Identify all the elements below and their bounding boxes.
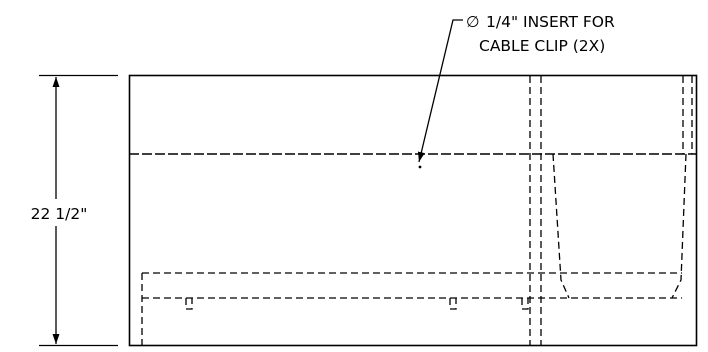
callout-leader bbox=[417, 19, 463, 163]
callout-text-line1: 1/4" INSERT FOR bbox=[486, 13, 615, 31]
height-dimension-label: 22 1/2" bbox=[31, 205, 88, 223]
cabinet-outline bbox=[128, 74, 698, 347]
hidden-lines bbox=[129, 76, 696, 345]
callout-text-line2: CABLE CLIP (2X) bbox=[479, 37, 605, 55]
diameter-symbol: ∅ bbox=[466, 13, 480, 31]
insert-point bbox=[418, 165, 422, 169]
